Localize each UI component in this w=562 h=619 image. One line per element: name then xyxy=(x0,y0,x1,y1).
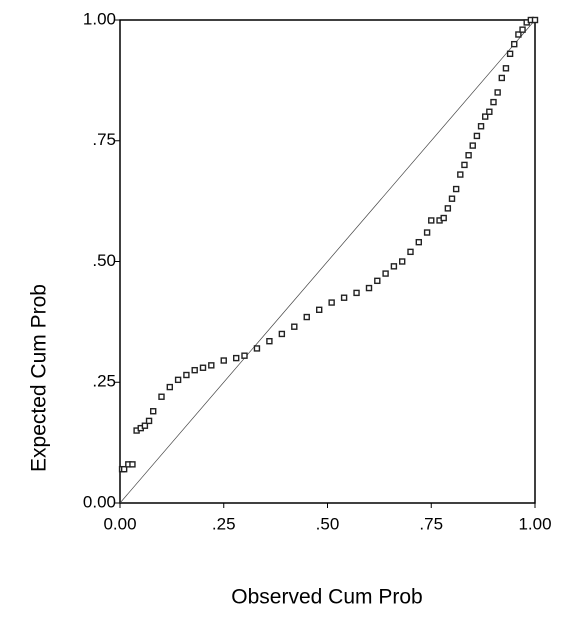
point xyxy=(316,306,323,313)
x-tick-label: .50 xyxy=(316,514,340,533)
point xyxy=(494,89,501,96)
point xyxy=(390,263,398,270)
point xyxy=(423,229,431,236)
point xyxy=(502,65,510,72)
point xyxy=(166,383,174,391)
y-tick-label: 0.00 xyxy=(83,492,116,511)
x-tick-label: 1.00 xyxy=(518,514,551,533)
point xyxy=(278,330,286,338)
y-tick-label: 1.00 xyxy=(83,9,116,28)
point xyxy=(399,258,406,265)
point xyxy=(303,313,310,321)
point xyxy=(531,16,539,24)
point xyxy=(448,195,456,202)
point xyxy=(241,352,248,359)
point xyxy=(473,132,481,140)
point xyxy=(444,205,452,212)
point xyxy=(158,393,165,400)
point xyxy=(183,371,190,379)
point xyxy=(141,422,149,429)
point xyxy=(515,31,522,38)
y-tick-label: .75 xyxy=(92,130,116,149)
point xyxy=(129,461,136,468)
point xyxy=(199,364,207,371)
point xyxy=(149,408,157,415)
point xyxy=(220,357,227,364)
point xyxy=(486,108,493,115)
point xyxy=(328,299,335,306)
point xyxy=(365,284,373,292)
point xyxy=(465,152,472,159)
point xyxy=(498,74,505,82)
point xyxy=(490,98,497,106)
point xyxy=(208,362,215,369)
point xyxy=(340,294,348,301)
point xyxy=(145,417,153,425)
point xyxy=(457,171,464,178)
point xyxy=(440,214,447,222)
y-tick-label: .25 xyxy=(92,372,116,391)
point xyxy=(191,366,198,374)
point xyxy=(428,217,435,224)
point xyxy=(469,142,476,149)
y-tick-label: .50 xyxy=(92,251,116,270)
point xyxy=(266,337,273,345)
point xyxy=(461,161,468,169)
point xyxy=(232,354,240,362)
point xyxy=(482,113,489,120)
x-tick-label: 0.00 xyxy=(103,514,136,533)
point xyxy=(174,376,182,384)
reference-line xyxy=(119,19,536,504)
y-axis-title: Expected Cum Prob xyxy=(28,284,51,472)
x-tick-label: .75 xyxy=(419,514,443,533)
point xyxy=(382,270,389,277)
point xyxy=(253,345,261,352)
point xyxy=(511,40,518,48)
point xyxy=(291,323,298,330)
x-axis-title: Observed Cum Prob xyxy=(231,586,422,609)
point xyxy=(407,248,414,256)
x-tick-label: .25 xyxy=(212,514,236,533)
point xyxy=(120,465,128,473)
point xyxy=(452,185,460,193)
point xyxy=(415,238,422,246)
point xyxy=(477,123,485,130)
point xyxy=(519,26,526,33)
point xyxy=(374,277,381,285)
point xyxy=(506,50,514,58)
point xyxy=(353,289,360,297)
